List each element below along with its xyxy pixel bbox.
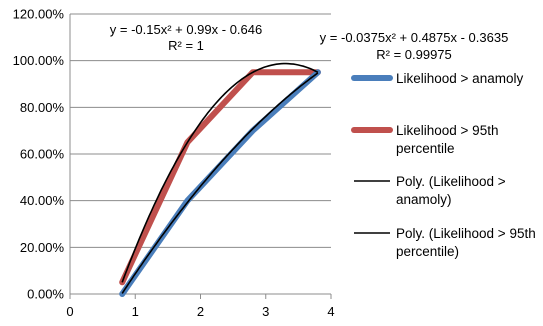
series-line-likelihood-anamoly bbox=[119, 69, 321, 297]
trendline-poly-likelihood-anamoly bbox=[121, 72, 319, 294]
legend-label-poly-anamoly: Poly. (Likelihood > anamoly) bbox=[396, 174, 509, 207]
legend: Likelihood > anamoly Likelihood > 95th p… bbox=[351, 71, 539, 259]
x-tick-label: 4 bbox=[327, 304, 334, 319]
equation-2-r-squared: R² = 0.99975 bbox=[376, 47, 452, 62]
y-tick-label: 80.00% bbox=[20, 100, 65, 115]
equation-1-r-squared: R² = 1 bbox=[168, 38, 204, 53]
equation-annotation-1: y = -0.15x² + 0.99x - 0.646 R² = 1 bbox=[110, 22, 262, 53]
y-tick-label: 40.00% bbox=[20, 193, 65, 208]
equation-2-formula: y = -0.0375x² + 0.4875x - 0.3635 bbox=[320, 30, 509, 45]
legend-label-likelihood-95th: Likelihood > 95th percentile bbox=[396, 123, 502, 156]
y-tick-label: 0.00% bbox=[27, 287, 64, 302]
legend-label-poly-95th: Poly. (Likelihood > 95th percentile) bbox=[396, 226, 539, 259]
x-tick-label: 0 bbox=[66, 304, 73, 319]
equation-1-formula: y = -0.15x² + 0.99x - 0.646 bbox=[110, 22, 262, 37]
x-tick-label: 3 bbox=[262, 304, 269, 319]
y-tick-label: 120.00% bbox=[13, 7, 65, 22]
gridlines bbox=[70, 13, 331, 248]
y-tick-label: 100.00% bbox=[13, 53, 65, 68]
y-tick-label: 60.00% bbox=[20, 147, 65, 162]
x-tick-label: 2 bbox=[197, 304, 204, 319]
axes bbox=[69, 14, 332, 299]
series-line-likelihood-95th-percentile bbox=[119, 69, 321, 286]
y-tick-label: 20.00% bbox=[20, 240, 65, 255]
plot-area bbox=[119, 62, 321, 297]
legend-label-likelihood-anamoly: Likelihood > anamoly bbox=[396, 71, 523, 86]
equation-annotation-2: y = -0.0375x² + 0.4875x - 0.3635 R² = 0.… bbox=[320, 30, 509, 62]
trendline-poly-likelihood-95th bbox=[121, 62, 319, 283]
x-tick-label: 1 bbox=[132, 304, 139, 319]
tick-labels: 0.00% 20.00% 40.00% 60.00% 80.00% 100.00% 120.… bbox=[13, 7, 335, 320]
